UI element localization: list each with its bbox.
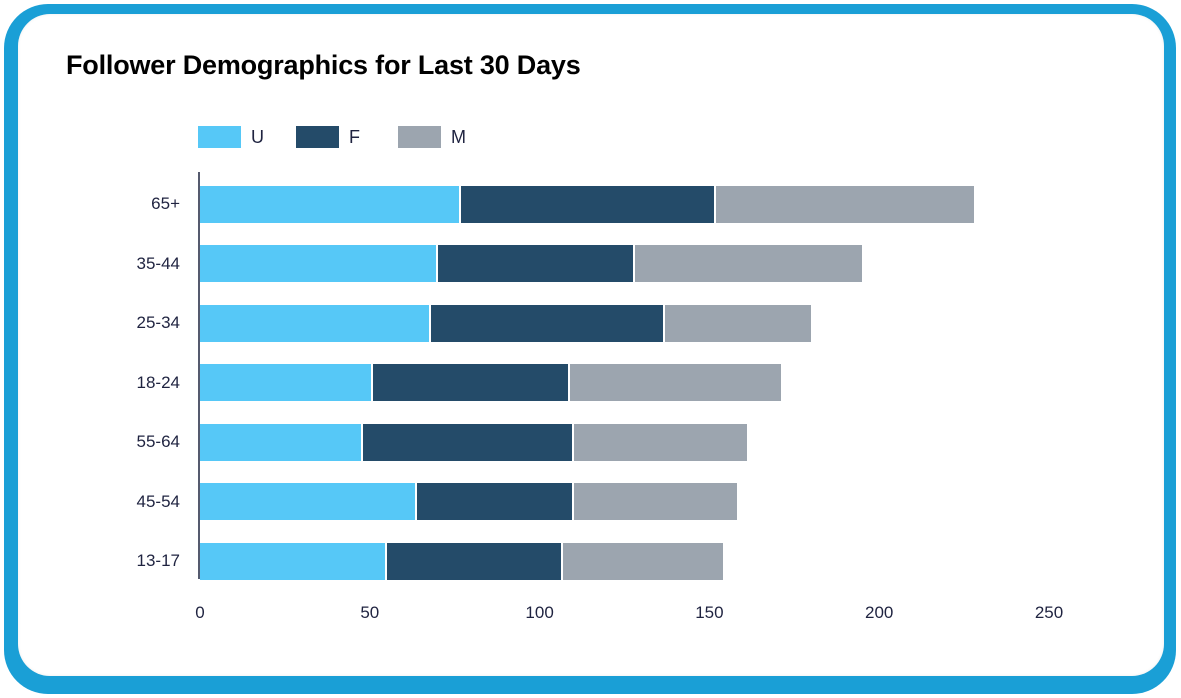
bar-segment-f[interactable] <box>417 483 574 520</box>
chart-title: Follower Demographics for Last 30 Days <box>66 50 581 80</box>
bar-segment-u[interactable] <box>200 542 387 580</box>
bar-row <box>200 245 863 282</box>
x-tick-label: 100 <box>525 603 554 622</box>
y-tick-label: 18-24 <box>136 372 180 392</box>
bar-segment-f[interactable] <box>363 423 574 461</box>
bar-row <box>200 423 747 461</box>
x-tick-label: 150 <box>695 603 724 622</box>
legend-swatch-f <box>296 126 339 148</box>
bar-row <box>200 185 975 223</box>
legend-label-u: U <box>251 126 264 147</box>
bar-segment-u[interactable] <box>200 185 462 223</box>
bar-segment-u[interactable] <box>200 364 374 401</box>
x-tick-label: 0 <box>195 603 205 622</box>
bar-segment-u[interactable] <box>200 245 438 282</box>
bar-segment-f[interactable] <box>461 185 717 223</box>
bar-row <box>200 542 723 580</box>
legend-item-m[interactable]: M <box>398 126 466 148</box>
legend-label-f: F <box>349 126 360 147</box>
bar-segment-m[interactable] <box>573 483 737 520</box>
y-tick-label: 45-54 <box>136 491 180 511</box>
y-tick-label: 25-34 <box>136 313 180 332</box>
legend-label-m: M <box>451 126 466 147</box>
x-tick-label: 250 <box>1034 603 1064 622</box>
bar-segment-u[interactable] <box>200 423 363 461</box>
bar-segment-f[interactable] <box>373 364 571 401</box>
bar-segment-f[interactable] <box>386 542 564 580</box>
x-tick-label: 50 <box>360 603 380 622</box>
bar-segment-m[interactable] <box>716 185 975 223</box>
bar-segment-u[interactable] <box>200 304 431 342</box>
y-tick-label: 35-44 <box>136 253 180 273</box>
bar-row <box>200 364 781 401</box>
legend-swatch-m <box>398 126 441 148</box>
x-tick-label: 200 <box>865 603 894 622</box>
legend-swatch-u <box>198 126 241 148</box>
bar-row <box>200 304 812 342</box>
bar-segment-m[interactable] <box>563 542 723 580</box>
bar-segment-u[interactable] <box>200 483 418 520</box>
legend-item-u[interactable]: U <box>198 126 264 148</box>
bar-segment-m[interactable] <box>634 245 863 282</box>
legend-item-f[interactable]: F <box>296 126 360 148</box>
y-axis-line <box>198 172 200 579</box>
bar-segment-m[interactable] <box>573 423 747 461</box>
bar-segment-m[interactable] <box>570 364 781 401</box>
bar-segment-f[interactable] <box>437 245 635 282</box>
bar-segment-f[interactable] <box>430 304 666 342</box>
y-tick-label: 13-17 <box>136 551 180 570</box>
chart-legend: U F M <box>198 126 490 148</box>
bar-row <box>200 483 737 520</box>
bar-segment-m[interactable] <box>665 304 812 342</box>
y-tick-label: 65+ <box>151 194 180 213</box>
y-tick-label: 55-64 <box>136 432 180 451</box>
